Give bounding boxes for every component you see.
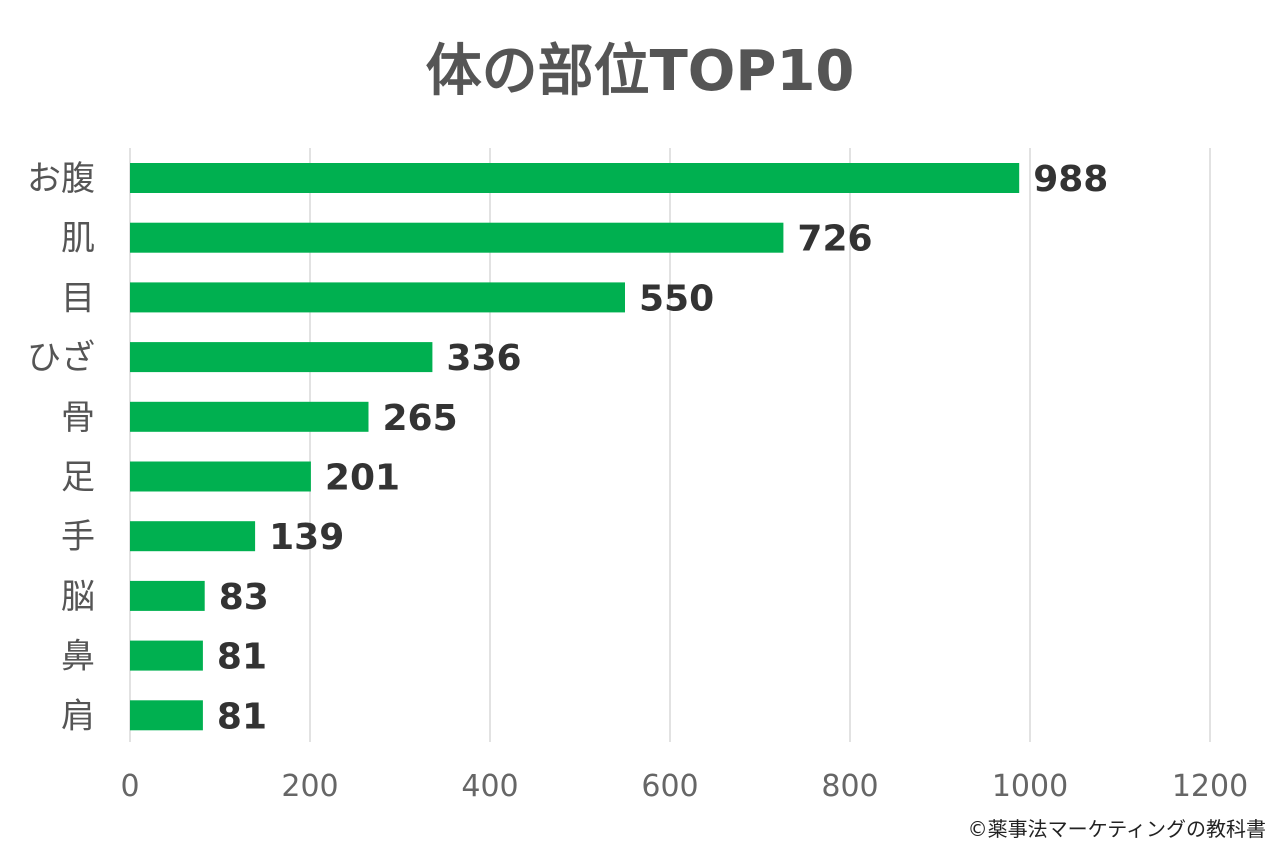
category-label-3: 目 — [61, 278, 95, 318]
bar-10 — [130, 700, 203, 731]
x-tick-label-1000: 1000 — [992, 769, 1068, 804]
x-tick-label-600: 600 — [641, 769, 698, 804]
category-label-8: 脳 — [61, 577, 95, 617]
bar-6 — [130, 461, 311, 492]
bar-9 — [130, 640, 203, 671]
value-label-4: 336 — [446, 338, 521, 379]
value-label-6: 201 — [325, 458, 400, 499]
value-label-2: 726 — [797, 219, 872, 260]
bar-1 — [130, 163, 1020, 193]
bar-4 — [130, 342, 433, 373]
bar-2 — [130, 222, 784, 253]
credit-text: ©薬事法マーケティングの教科書 — [968, 817, 1266, 841]
category-label-2: 肌 — [61, 219, 95, 259]
x-tick-label-0: 0 — [120, 769, 139, 804]
bars — [130, 163, 1020, 731]
bar-3 — [130, 282, 625, 313]
value-label-5: 265 — [383, 398, 458, 439]
bar-5 — [130, 401, 369, 432]
x-tick-label-400: 400 — [461, 769, 518, 804]
value-label-8: 83 — [219, 577, 269, 618]
category-label-10: 肩 — [61, 696, 95, 736]
x-tick-label-800: 800 — [821, 769, 878, 804]
category-label-6: 足 — [61, 458, 95, 498]
x-axis-tick-labels: 0 200 400 600 800 1000 1200 — [120, 769, 1248, 804]
value-label-3: 550 — [639, 278, 714, 319]
x-tick-label-1200: 1200 — [1172, 769, 1248, 804]
bar-8 — [130, 580, 205, 611]
chart-title: 体の部位TOP10 — [426, 39, 855, 104]
category-label-5: 骨 — [61, 398, 95, 438]
category-label-9: 鼻 — [61, 637, 95, 677]
category-label-7: 手 — [61, 517, 95, 557]
bar-7 — [130, 521, 256, 552]
value-label-7: 139 — [269, 517, 344, 558]
value-label-10: 81 — [217, 696, 267, 737]
value-label-9: 81 — [217, 637, 267, 678]
x-tick-label-200: 200 — [281, 769, 338, 804]
category-label-4: ひざ — [27, 338, 95, 378]
value-label-1: 988 — [1033, 159, 1108, 200]
category-label-1: お腹 — [27, 159, 95, 199]
